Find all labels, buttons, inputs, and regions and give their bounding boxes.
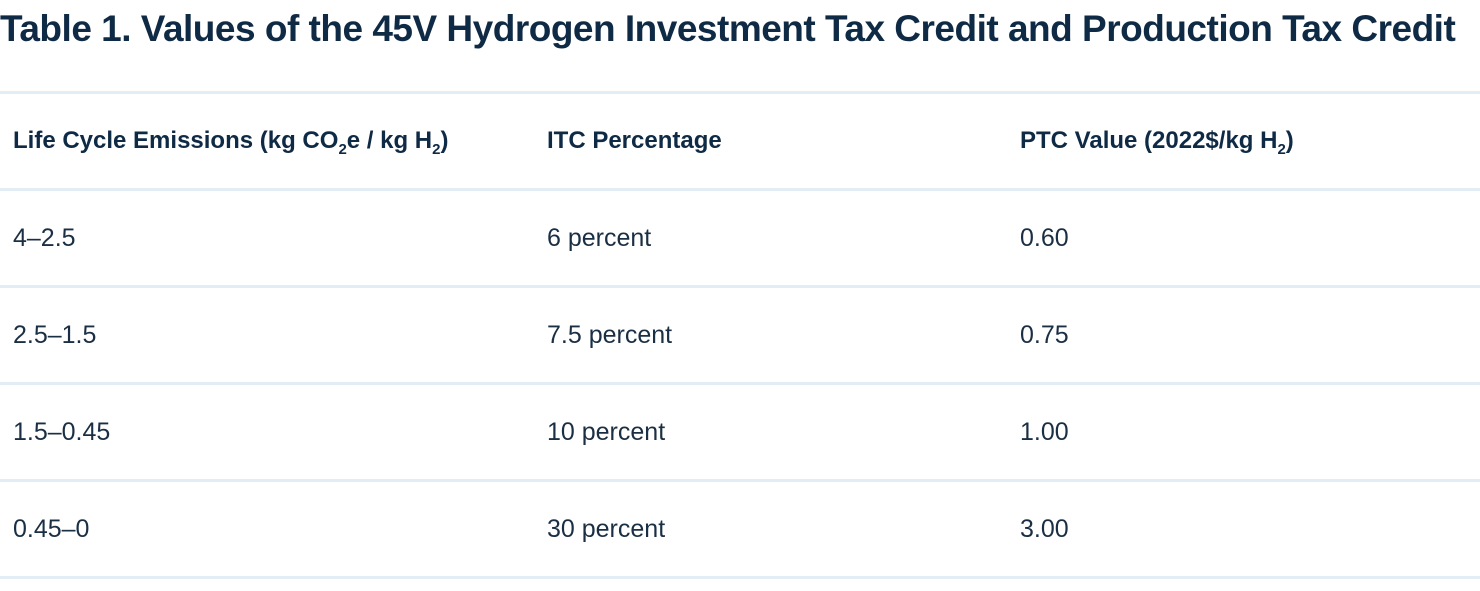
cell-emissions: 1.5–0.45 bbox=[13, 418, 111, 446]
cell-ptc: 3.00 bbox=[1020, 515, 1069, 543]
table-divider bbox=[0, 285, 1480, 288]
header-itc-percentage: ITC Percentage bbox=[547, 127, 722, 154]
table-row: 4–2.5 6 percent 0.60 bbox=[0, 191, 1480, 285]
table-divider bbox=[0, 188, 1480, 191]
table-row: 2.5–1.5 7.5 percent 0.75 bbox=[0, 288, 1480, 382]
table-divider bbox=[0, 576, 1480, 579]
table-divider bbox=[0, 91, 1480, 94]
tax-credit-table: Life Cycle Emissions (kg CO2e / kg H2) I… bbox=[0, 91, 1480, 579]
cell-emissions: 4–2.5 bbox=[13, 224, 76, 252]
header-ptc-value: PTC Value (2022$/kg H2) bbox=[1020, 127, 1294, 158]
cell-itc: 30 percent bbox=[547, 515, 666, 543]
cell-itc: 7.5 percent bbox=[547, 321, 673, 349]
cell-ptc: 0.75 bbox=[1020, 321, 1069, 349]
header-life-cycle-emissions: Life Cycle Emissions (kg CO2e / kg H2) bbox=[13, 127, 449, 158]
table-divider bbox=[0, 479, 1480, 482]
cell-ptc: 1.00 bbox=[1020, 418, 1069, 446]
table-divider bbox=[0, 382, 1480, 385]
table-header-row: Life Cycle Emissions (kg CO2e / kg H2) I… bbox=[0, 94, 1480, 188]
table-row: 0.45–0 30 percent 3.00 bbox=[0, 482, 1480, 576]
cell-emissions: 2.5–1.5 bbox=[13, 321, 97, 349]
cell-ptc: 0.60 bbox=[1020, 224, 1069, 252]
cell-emissions: 0.45–0 bbox=[13, 515, 90, 543]
table-row: 1.5–0.45 10 percent 1.00 bbox=[0, 385, 1480, 479]
cell-itc: 10 percent bbox=[547, 418, 666, 446]
cell-itc: 6 percent bbox=[547, 224, 652, 252]
table-title: Table 1. Values of the 45V Hydrogen Inve… bbox=[0, 8, 1456, 49]
